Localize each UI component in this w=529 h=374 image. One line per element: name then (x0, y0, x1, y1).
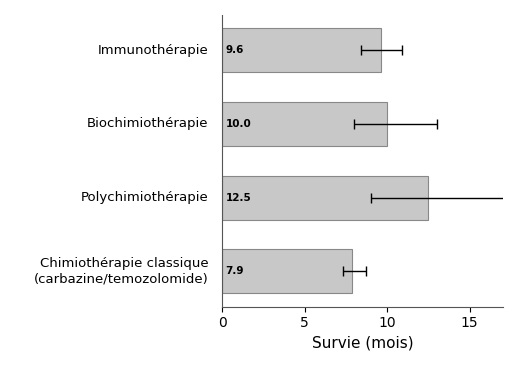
Bar (222, 175, 428, 220)
Text: 9.6: 9.6 (225, 45, 244, 55)
Text: 7.9: 7.9 (225, 266, 244, 276)
Text: Polychimiothérapie: Polychimiothérapie (80, 191, 208, 204)
Text: 10.0: 10.0 (225, 119, 251, 129)
Bar (222, 249, 352, 294)
Text: Biochimiothérapie: Biochimiothérapie (87, 117, 208, 131)
Text: Immunothérapie: Immunothérapie (97, 44, 208, 57)
Bar (222, 102, 387, 146)
Text: Chimiothérapie classique
(carbazine/temozolomide): Chimiothérapie classique (carbazine/temo… (33, 257, 208, 285)
Text: 12.5: 12.5 (225, 193, 251, 203)
X-axis label: Survie (mois): Survie (mois) (312, 336, 413, 351)
Bar (222, 28, 380, 73)
